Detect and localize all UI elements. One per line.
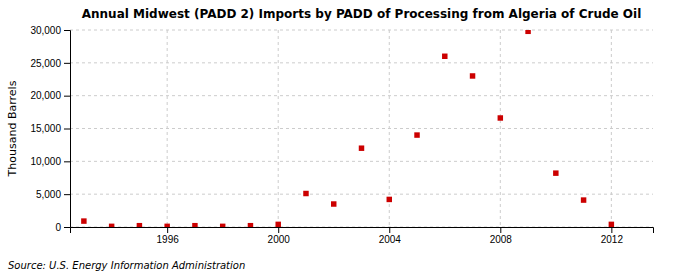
- y-tick: 30,000: [30, 25, 70, 36]
- point: [414, 132, 419, 137]
- point: [359, 145, 364, 150]
- x-tick: 2008: [490, 227, 513, 245]
- y-axis-line: [64, 31, 71, 228]
- point: [525, 30, 530, 34]
- x-tick-label: 2000: [268, 234, 291, 245]
- grid-line-x: [167, 30, 168, 227]
- point: [192, 223, 197, 227]
- grid-line-y: [70, 62, 653, 63]
- x-tick-label: 2004: [379, 234, 402, 245]
- y-tick: 25,000: [30, 58, 70, 69]
- point: [220, 224, 225, 227]
- point: [553, 170, 558, 175]
- point: [498, 115, 503, 120]
- y-tick-label: 15,000: [30, 123, 61, 134]
- y-tick-mark: [64, 227, 70, 228]
- y-tick-label: 5,000: [36, 189, 61, 200]
- y-tick-label: 0: [55, 222, 61, 233]
- point: [581, 197, 586, 202]
- y-tick-mark: [64, 129, 70, 130]
- point: [303, 191, 308, 196]
- x-tick: 2004: [379, 227, 402, 245]
- point: [442, 54, 447, 59]
- y-tick-label: 30,000: [30, 25, 61, 36]
- points: [81, 30, 614, 227]
- x-tick-label: 1996: [157, 234, 180, 245]
- chart-svg: 1996 2000 2004 2008 2012 0 5,000 10,000 15,000 20…: [0, 0, 675, 275]
- y-tick-mark: [64, 63, 70, 64]
- y-tick-mark: [64, 96, 70, 97]
- point: [470, 73, 475, 78]
- y-tick: 20,000: [30, 90, 70, 101]
- x-tick-mark: [611, 227, 612, 233]
- x-axis: 1996 2000 2004 2008 2012: [71, 227, 654, 245]
- chart-title: Annual Midwest (PADD 2) Imports by PADD …: [82, 7, 642, 21]
- x-tick-mark: [389, 227, 390, 233]
- y-tick-label: 10,000: [30, 156, 61, 167]
- x-tick-mark: [167, 227, 168, 233]
- point: [331, 201, 336, 206]
- y-tick-label: 25,000: [30, 58, 61, 69]
- plot-area: 1996 2000 2004 2008 2012 0 5,000 10,000 15,000 20…: [30, 25, 653, 245]
- point: [164, 224, 169, 227]
- point: [137, 223, 142, 227]
- y-tick-label: 20,000: [30, 90, 61, 101]
- point: [81, 218, 86, 223]
- x-tick-label: 2008: [490, 234, 513, 245]
- point: [275, 222, 280, 227]
- x-tick-label: 2012: [601, 234, 624, 245]
- y-tick-mark: [64, 161, 70, 162]
- point: [109, 224, 114, 227]
- point: [248, 223, 253, 227]
- grid-line-x: [278, 30, 279, 227]
- chart-container: 1996 2000 2004 2008 2012 0 5,000 10,000 15,000 20…: [0, 0, 675, 275]
- grid-line-y: [70, 194, 653, 195]
- y-axis-title: Thousand Barrels: [6, 80, 19, 177]
- y-tick: 10,000: [30, 156, 70, 167]
- x-tick-mark: [500, 227, 501, 233]
- grid-line-x: [500, 30, 501, 227]
- x-tick: 1996: [157, 227, 180, 245]
- point: [609, 222, 614, 227]
- grid-line-x: [611, 30, 612, 227]
- x-axis-line: [71, 228, 654, 234]
- x-tick-mark: [278, 227, 279, 233]
- x-tick: 2012: [601, 227, 624, 245]
- grid-line-y: [70, 128, 653, 129]
- annotation: Source: U.S. Energy Information Administ…: [8, 260, 245, 271]
- y-axis: 0 5,000 10,000 15,000 20,000 25,000 30,000: [30, 25, 70, 233]
- y-tick: 0: [55, 222, 70, 233]
- y-tick: 5,000: [36, 189, 70, 200]
- grid: [70, 30, 653, 227]
- y-tick-mark: [64, 30, 70, 31]
- y-tick-mark: [64, 194, 70, 195]
- x-tick: 2000: [268, 227, 291, 245]
- grid-line-y: [70, 95, 653, 96]
- grid-line-y: [70, 30, 653, 31]
- point: [387, 197, 392, 202]
- y-tick: 15,000: [30, 123, 70, 134]
- grid-line-y: [70, 161, 653, 162]
